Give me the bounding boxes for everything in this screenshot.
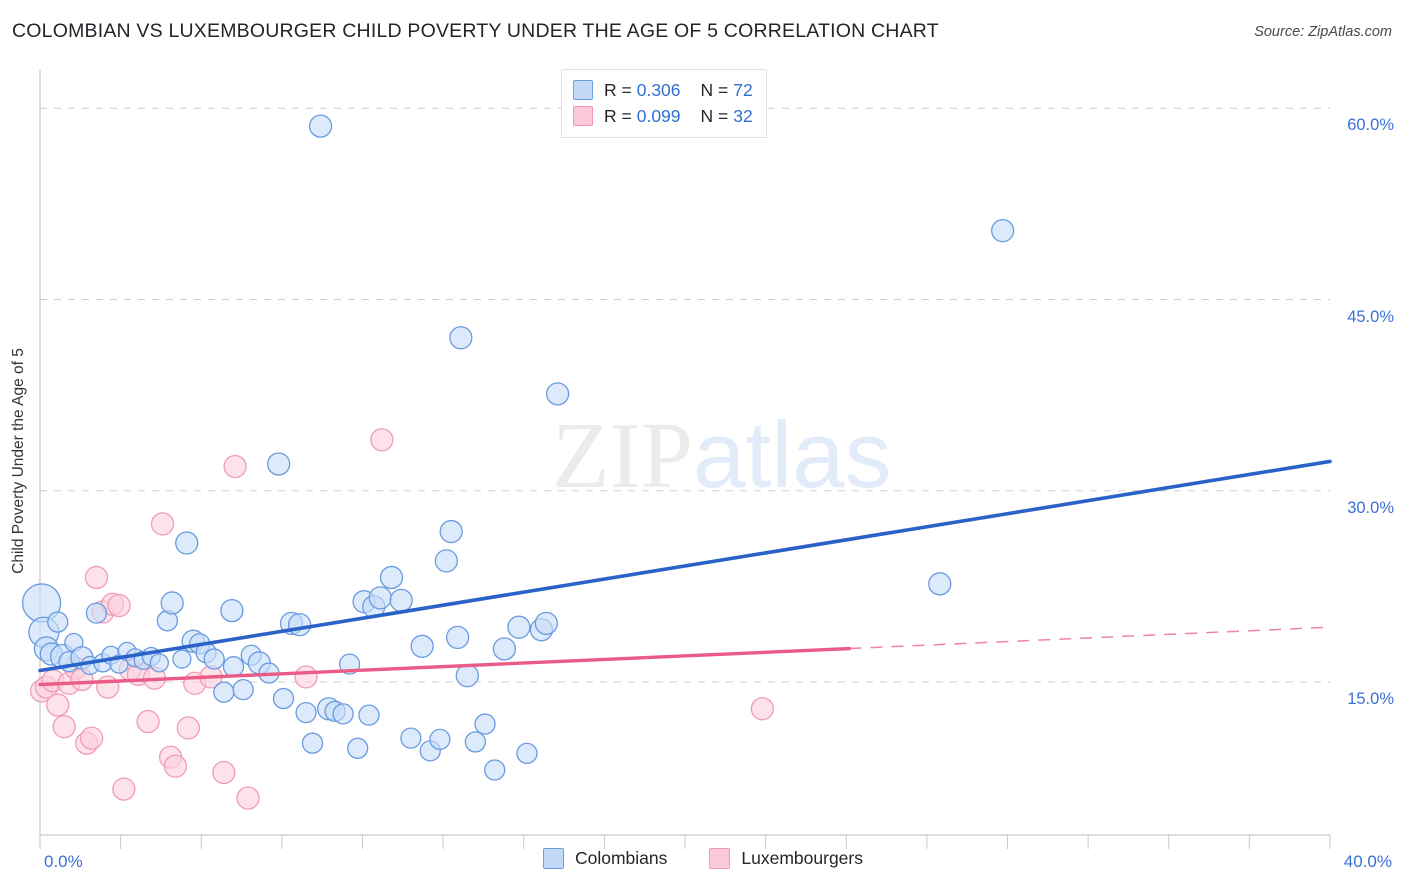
stats-row-luxembourgers: R = 0.099 N = 32 bbox=[573, 103, 753, 129]
y-axis-tick-label: 45.0% bbox=[1347, 307, 1394, 326]
data-point[interactable] bbox=[928, 572, 952, 596]
swatch-colombians-icon bbox=[573, 80, 593, 100]
data-point[interactable] bbox=[223, 454, 247, 479]
data-point[interactable] bbox=[222, 656, 245, 678]
page-title: COLOMBIAN VS LUXEMBOURGER CHILD POVERTY … bbox=[12, 20, 939, 42]
y-axis-tick-label: 30.0% bbox=[1347, 498, 1394, 517]
data-point[interactable] bbox=[175, 531, 199, 555]
data-point[interactable] bbox=[358, 704, 380, 726]
legend-item-luxembourgers[interactable]: Luxembourgers bbox=[709, 848, 863, 869]
data-point[interactable] bbox=[534, 611, 558, 635]
data-point[interactable] bbox=[213, 681, 235, 703]
data-point[interactable] bbox=[203, 648, 225, 670]
data-point[interactable] bbox=[516, 742, 538, 765]
data-point[interactable] bbox=[429, 728, 451, 751]
data-point[interactable] bbox=[266, 452, 291, 476]
data-point[interactable] bbox=[272, 687, 295, 710]
data-point[interactable] bbox=[449, 326, 473, 350]
data-point[interactable] bbox=[400, 727, 422, 749]
data-point[interactable] bbox=[46, 693, 70, 717]
data-point[interactable] bbox=[107, 593, 131, 618]
r-label-colombians: R = bbox=[604, 79, 632, 100]
data-point[interactable] bbox=[172, 649, 192, 669]
data-point[interactable] bbox=[492, 637, 517, 661]
trendline-luxembourgers bbox=[38, 646, 852, 687]
data-point[interactable] bbox=[163, 754, 188, 778]
data-point[interactable] bbox=[47, 611, 69, 633]
legend-label-luxembourgers: Luxembourgers bbox=[741, 848, 863, 868]
data-point[interactable] bbox=[287, 612, 312, 637]
y-axis-title: Child Poverty Under the Age of 5 bbox=[10, 348, 27, 574]
data-point[interactable] bbox=[368, 586, 392, 610]
data-point[interactable] bbox=[474, 713, 496, 735]
data-point[interactable] bbox=[236, 786, 260, 810]
scatter-plot bbox=[21, 70, 1332, 849]
data-point[interactable] bbox=[434, 549, 459, 573]
data-point[interactable] bbox=[545, 382, 570, 406]
legend-swatch-luxembourgers-icon bbox=[709, 848, 731, 869]
data-point[interactable] bbox=[232, 679, 254, 701]
data-point[interactable] bbox=[464, 731, 487, 753]
chart-canvas bbox=[21, 70, 1332, 849]
data-point[interactable] bbox=[79, 726, 104, 750]
y-axis-tick-label: 60.0% bbox=[1347, 116, 1394, 135]
series-points-luxembourgers bbox=[29, 428, 775, 810]
n-value-colombians: 72 bbox=[733, 79, 753, 100]
trendline-colombians bbox=[38, 459, 1332, 673]
data-point[interactable] bbox=[136, 709, 160, 734]
data-point[interactable] bbox=[85, 602, 108, 624]
r-value-luxembourgers: 0.099 bbox=[636, 105, 681, 126]
data-point[interactable] bbox=[347, 737, 369, 759]
data-point[interactable] bbox=[176, 716, 201, 740]
series-legend: Colombians Luxembourgers bbox=[0, 848, 1406, 869]
data-point[interactable] bbox=[96, 675, 120, 699]
data-point[interactable] bbox=[212, 760, 236, 785]
data-point[interactable] bbox=[308, 114, 333, 138]
r-value-colombians: 0.306 bbox=[636, 79, 681, 100]
correlation-stats-legend: R = 0.306 N = 72 R = 0.099 N = 32 bbox=[561, 69, 767, 138]
trendline-luxembourgers-extrapolated bbox=[849, 626, 1331, 650]
legend-label-colombians: Colombians bbox=[574, 848, 668, 868]
data-point[interactable] bbox=[112, 777, 136, 801]
data-point[interactable] bbox=[150, 512, 175, 536]
data-point[interactable] bbox=[160, 591, 184, 615]
data-point[interactable] bbox=[84, 565, 109, 590]
n-value-luxembourgers: 32 bbox=[733, 105, 753, 126]
data-point[interactable] bbox=[484, 759, 506, 781]
swatch-luxembourgers-icon bbox=[573, 106, 593, 126]
data-point[interactable] bbox=[295, 701, 317, 724]
r-label-luxembourgers: R = bbox=[604, 105, 632, 126]
y-axis-tick-label: 15.0% bbox=[1347, 690, 1394, 708]
series-points-colombians bbox=[21, 114, 1015, 781]
data-point[interactable] bbox=[389, 588, 413, 613]
legend-item-colombians[interactable]: Colombians bbox=[542, 848, 668, 869]
data-point[interactable] bbox=[370, 428, 394, 452]
data-point[interactable] bbox=[379, 565, 404, 590]
n-label-colombians: N = bbox=[700, 79, 729, 100]
legend-swatch-colombians-icon bbox=[542, 848, 564, 869]
stats-row-colombians: R = 0.306 N = 72 bbox=[573, 77, 753, 103]
data-point[interactable] bbox=[445, 625, 470, 650]
data-point[interactable] bbox=[455, 663, 479, 688]
data-point[interactable] bbox=[332, 703, 354, 725]
data-point[interactable] bbox=[439, 519, 463, 544]
data-point[interactable] bbox=[301, 732, 324, 754]
data-point[interactable] bbox=[149, 653, 169, 673]
data-point[interactable] bbox=[507, 615, 531, 639]
n-label-luxembourgers: N = bbox=[700, 105, 729, 126]
data-point[interactable] bbox=[991, 218, 1015, 243]
x-axis-label-max: 40.0% bbox=[1343, 852, 1392, 871]
source-attribution: Source: ZipAtlas.com bbox=[1254, 24, 1392, 40]
data-point[interactable] bbox=[410, 634, 434, 658]
data-point[interactable] bbox=[52, 714, 76, 739]
x-axis-label-min: 0.0% bbox=[44, 852, 83, 871]
data-point[interactable] bbox=[220, 598, 244, 623]
data-point[interactable] bbox=[750, 697, 775, 721]
data-point[interactable] bbox=[294, 665, 318, 689]
